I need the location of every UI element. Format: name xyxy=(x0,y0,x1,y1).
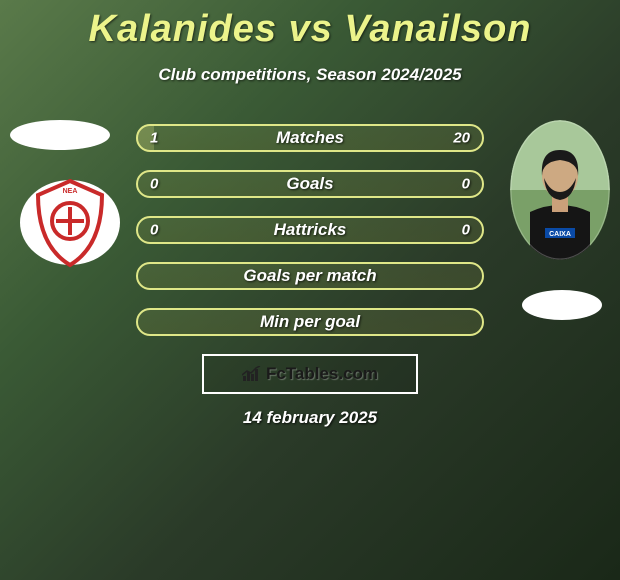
comparison-card: Kalanides vs Vanailson Club competitions… xyxy=(0,0,620,580)
club-crest-right xyxy=(522,290,602,320)
bar-chart-icon xyxy=(242,366,262,382)
stat-value-right: 0 xyxy=(462,176,470,193)
stat-row-hattricks: 0 Hattricks 0 xyxy=(136,216,484,244)
date-label: 14 february 2025 xyxy=(0,408,620,428)
stat-label: Goals per match xyxy=(243,266,376,286)
brand-label: FcTables.com xyxy=(266,364,378,384)
page-title: Kalanides vs Vanailson xyxy=(0,0,620,51)
stat-label: Goals xyxy=(286,174,333,194)
stat-value-left: 1 xyxy=(150,130,158,147)
stat-row-matches: 1 Matches 20 xyxy=(136,124,484,152)
stat-label: Min per goal xyxy=(260,312,360,332)
stat-row-min-per-goal: Min per goal xyxy=(136,308,484,336)
stat-label: Hattricks xyxy=(274,220,347,240)
subtitle: Club competitions, Season 2024/2025 xyxy=(0,65,620,85)
stat-row-goals: 0 Goals 0 xyxy=(136,170,484,198)
stat-value-left: 0 xyxy=(150,176,158,193)
player-avatar-right: CAIXA xyxy=(510,120,610,260)
stat-row-goals-per-match: Goals per match xyxy=(136,262,484,290)
stat-value-right: 0 xyxy=(462,222,470,239)
stat-label: Matches xyxy=(276,128,344,148)
stats-panel: 1 Matches 20 0 Goals 0 0 Hattricks 0 Goa… xyxy=(136,124,484,354)
shield-icon: ΝΕΑ xyxy=(20,173,120,273)
stat-value-left: 0 xyxy=(150,222,158,239)
club-crest-left: ΝΕΑ xyxy=(20,180,120,265)
avatar-placeholder-left xyxy=(10,120,110,150)
svg-text:ΝΕΑ: ΝΕΑ xyxy=(63,188,78,195)
brand-watermark[interactable]: FcTables.com xyxy=(202,354,418,394)
svg-text:CAIXA: CAIXA xyxy=(549,231,571,238)
stat-value-right: 20 xyxy=(453,130,470,147)
